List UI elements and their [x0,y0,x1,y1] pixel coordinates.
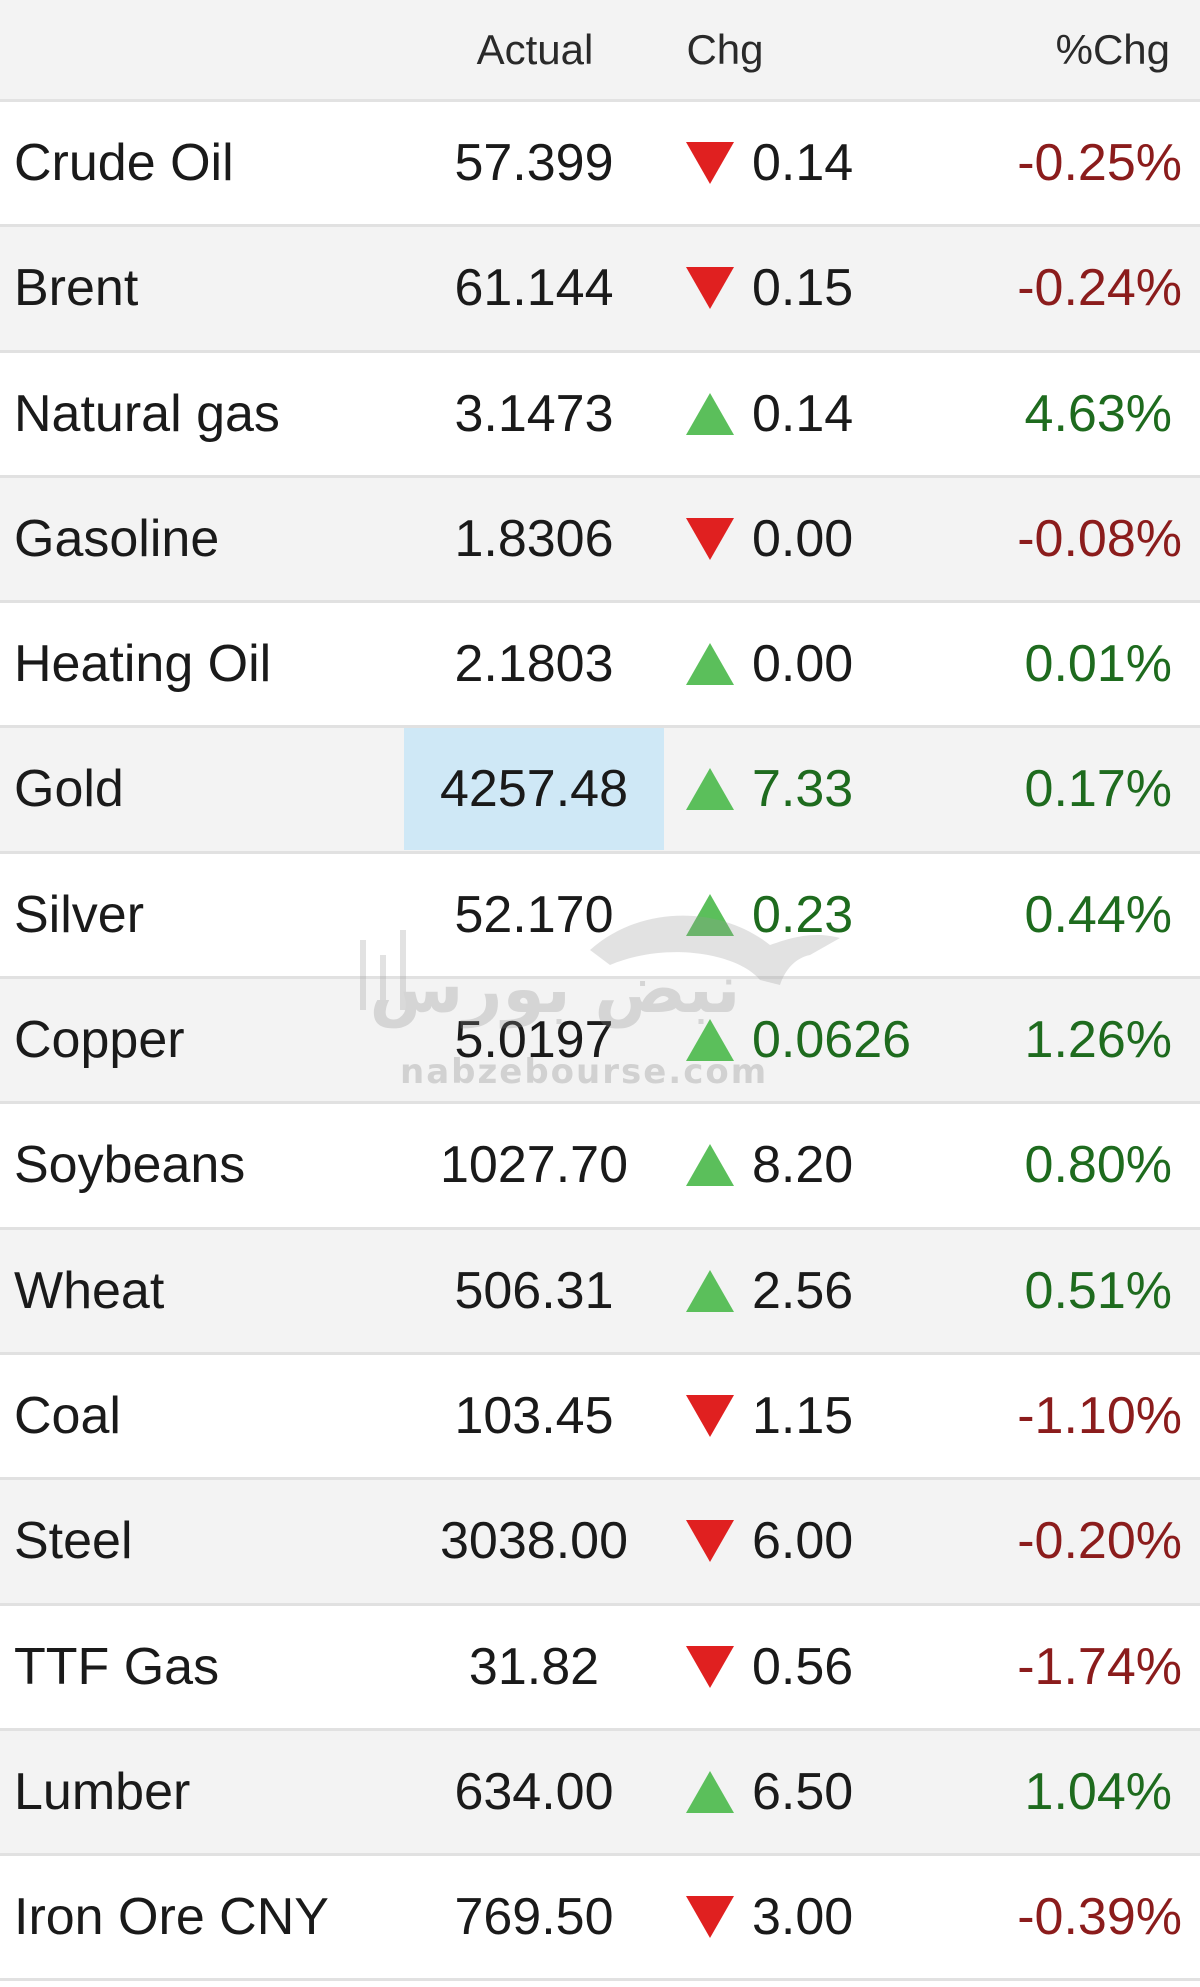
table-row[interactable]: Iron Ore CNY 769.50 3.00 -0.39% [0,1856,1200,1982]
percent-change: 0.17% [1024,760,1172,819]
percent-change: 0.44% [1024,885,1172,944]
table-header: Actual Chg %Chg [0,0,1200,102]
table-row[interactable]: Soybeans 1027.70 8.20 0.80% [0,1104,1200,1230]
table-row[interactable]: Gold 4257.48 7.33 0.17% [0,728,1200,854]
commodity-name: TTF Gas [14,1637,220,1696]
table-row[interactable]: Coal 103.45 1.15 -1.10% [0,1354,1200,1481]
change-value: 0.0626 [752,1011,912,1070]
triangle-up-icon [684,1731,736,1853]
table-row[interactable]: Heating Oil 2.1803 0.00 0.01% [0,603,1200,729]
table-row[interactable]: Steel 3038.00 6.00 -0.20% [0,1480,1200,1606]
commodity-name: Lumber [14,1762,191,1821]
percent-change: 0.51% [1024,1261,1172,1320]
table-row[interactable]: Silver 52.170 0.23 0.44% [0,853,1200,980]
table-row[interactable]: TTF Gas 31.82 0.56 -1.74% [0,1605,1200,1731]
actual-value: 3038.00 [440,1512,628,1571]
triangle-up-icon [684,979,736,1101]
commodity-name: Crude Oil [14,134,234,192]
change-value: 0.00 [752,509,854,568]
triangle-down-icon [684,478,736,600]
change-value: 1.15 [752,1386,854,1445]
actual-value: 4257.48 [404,728,664,851]
triangle-up-icon [684,854,736,976]
change-value: 6.00 [752,1512,854,1571]
actual-value: 57.399 [454,134,614,192]
change-value: 0.23 [752,885,854,944]
actual-value: 1.8306 [454,509,614,568]
percent-change: -0.39% [1017,1888,1182,1947]
commodity-name: Gold [14,760,124,819]
commodity-name: Gasoline [14,509,220,568]
commodity-name: Iron Ore CNY [14,1888,329,1947]
change-value: 7.33 [752,760,854,819]
percent-change: -1.74% [1017,1637,1182,1696]
table-row[interactable]: Brent 61.144 0.15 -0.24% [0,227,1200,353]
triangle-down-icon [684,102,736,224]
commodity-table: Crude Oil 57.399 0.14 -0.25% Brent 61.144 0.15… [0,102,1200,1982]
percent-change: -1.10% [1017,1386,1182,1445]
actual-value: 61.144 [454,259,614,318]
commodity-name: Silver [14,885,145,944]
percent-change: -0.25% [1017,134,1182,192]
percent-change: -0.20% [1017,1512,1182,1571]
percent-change: 0.01% [1024,635,1172,694]
commodity-name: Copper [14,1011,185,1070]
percent-change: 1.26% [1024,1011,1172,1070]
actual-value: 5.0197 [454,1011,614,1070]
actual-value: 2.1803 [454,635,614,694]
change-value: 6.50 [752,1762,854,1821]
table-row[interactable]: Lumber 634.00 6.50 1.04% [0,1730,1200,1857]
change-value: 0.15 [752,259,854,318]
commodity-name: Natural gas [14,384,280,443]
table-row[interactable]: Crude Oil 57.399 0.14 -0.25% [0,102,1200,228]
table-row[interactable]: Wheat 506.31 2.56 0.51% [0,1229,1200,1355]
change-value: 8.20 [752,1136,854,1195]
actual-value: 634.00 [454,1762,614,1821]
percent-change: 1.04% [1024,1762,1172,1821]
change-value: 3.00 [752,1888,854,1947]
actual-value: 769.50 [454,1888,614,1947]
triangle-up-icon [684,353,736,475]
commodity-name: Coal [14,1386,121,1445]
triangle-down-icon [684,1480,736,1602]
table-row[interactable]: Gasoline 1.8306 0.00 -0.08% [0,477,1200,604]
commodity-name: Brent [14,259,139,318]
header-pct-chg[interactable]: %Chg [1055,26,1170,73]
triangle-down-icon [684,227,736,349]
actual-value: 31.82 [468,1637,600,1696]
percent-change: 4.63% [1024,384,1172,443]
actual-value: 1027.70 [440,1136,628,1195]
commodity-name: Steel [14,1512,133,1571]
change-value: 0.14 [752,384,854,443]
commodity-name: Wheat [14,1261,165,1320]
percent-change: -0.08% [1017,509,1182,568]
triangle-up-icon [684,603,736,725]
table-row[interactable]: Copper 5.0197 0.0626 1.26% [0,979,1200,1105]
triangle-down-icon [684,1856,736,1978]
actual-value: 3.1473 [454,384,614,443]
triangle-down-icon [684,1355,736,1477]
change-value: 0.56 [752,1637,854,1696]
triangle-up-icon [684,1104,736,1226]
triangle-down-icon [684,1606,736,1728]
table-row[interactable]: Natural gas 3.1473 0.14 4.63% [0,352,1200,478]
percent-change: -0.24% [1017,259,1182,318]
percent-change: 0.80% [1024,1136,1172,1195]
change-value: 0.00 [752,635,854,694]
commodity-name: Heating Oil [14,635,272,694]
commodity-name: Soybeans [14,1136,246,1195]
triangle-up-icon [684,1230,736,1352]
change-value: 2.56 [752,1261,854,1320]
header-chg[interactable]: Chg [686,26,764,73]
actual-value: 506.31 [454,1261,614,1320]
actual-value: 103.45 [454,1386,614,1445]
header-actual[interactable]: Actual [476,26,594,73]
triangle-up-icon [684,728,736,850]
actual-value: 52.170 [454,885,614,944]
change-value: 0.14 [752,134,854,192]
